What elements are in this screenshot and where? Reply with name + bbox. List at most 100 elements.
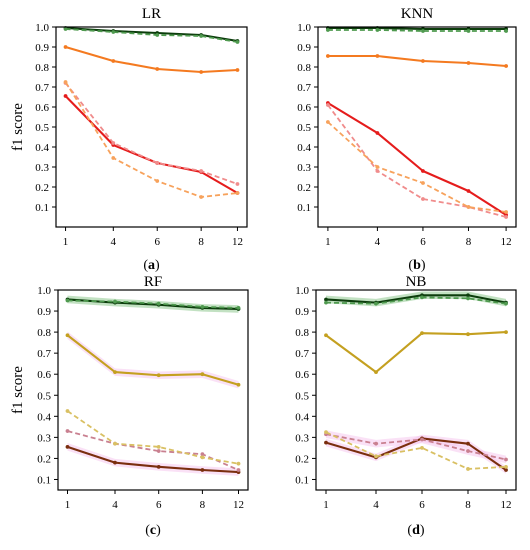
data-point [113,460,117,465]
data-point [155,161,160,165]
data-point [156,464,161,469]
y-tick-label: 0.4 [37,411,51,423]
data-point [199,34,204,38]
data-point [504,301,508,306]
data-point [326,54,330,58]
data-point [375,28,380,32]
data-point [420,331,424,336]
plot-frame [55,26,248,228]
x-tick-label: 12 [501,236,512,248]
data-point [156,444,161,449]
data-point [324,440,328,445]
data-point [199,169,204,173]
error-band-5 [326,430,506,464]
data-point [375,169,380,173]
data-point [155,67,160,71]
data-point [324,297,328,302]
data-point [466,449,470,453]
data-point [63,80,68,84]
x-tick-label: 6 [419,499,425,511]
y-axis-label: f1 score [10,103,26,151]
y-tick-label: 0.8 [35,62,49,74]
y-tick-label: 0.4 [297,142,311,154]
y-tick-label: 0.1 [37,474,51,486]
data-point [113,441,117,446]
data-point [236,382,241,387]
y-tick-label: 0.6 [37,369,51,381]
data-point [326,28,330,32]
chart-title: LR [142,6,161,22]
data-point [466,61,471,65]
y-tick-label: 0.7 [297,82,311,94]
data-point [235,191,240,195]
x-tick-label: 1 [65,499,71,511]
data-point [65,444,70,449]
y-tick-label: 0.9 [37,306,51,318]
x-tick-label: 1 [325,236,331,248]
data-point [156,449,161,453]
plot-frame [57,289,249,491]
y-tick-label: 1.0 [37,285,51,297]
data-point [63,94,68,98]
y-tick-label: 0.3 [37,432,51,444]
series-line-1 [327,26,507,31]
data-point [235,68,240,72]
data-point [326,120,330,124]
data-point [65,298,70,303]
data-point [111,30,116,34]
data-point [504,468,508,472]
data-point [374,301,378,306]
series-line-5 [67,430,239,471]
x-tick-label: 8 [200,499,206,511]
y-tick-label: 0.2 [295,453,309,465]
y-tick-label: 0.8 [37,327,51,339]
data-point [324,300,328,305]
y-tick-label: 0.1 [297,202,311,214]
data-point [236,468,241,472]
data-point [236,305,241,310]
data-point [374,454,378,459]
series-line-2 [327,29,507,32]
error-band-4 [326,434,506,474]
series-line-4 [327,102,507,216]
data-point [156,301,161,306]
y-tick-label: 0.7 [37,348,51,360]
chart-title: KNN [401,6,434,22]
data-point [504,64,508,68]
data-point [111,156,116,160]
data-point [466,332,470,337]
x-tick-label: 6 [154,236,160,248]
data-point [200,372,205,377]
data-point [200,455,205,460]
x-tick-label: 4 [375,236,381,248]
data-point [420,437,424,442]
y-tick-label: 0.8 [297,62,311,74]
y-tick-label: 0.4 [35,142,49,154]
y-tick-label: 0.3 [35,162,49,174]
chart-title: RF [144,274,162,290]
y-tick-label: 0.5 [37,390,51,402]
series-line-3 [327,54,507,68]
x-tick-label: 1 [323,499,329,511]
y-tick-label: 0.4 [295,411,309,423]
x-tick-label: 8 [466,236,472,248]
x-tick-label: 12 [501,499,512,511]
y-tick-label: 0.1 [35,202,49,214]
y-tick-label: 0.9 [297,42,311,54]
x-tick-label: 12 [232,236,243,248]
data-point [504,464,508,469]
y-tick-label: 0.3 [295,432,309,444]
y-tick-label: 1.0 [297,22,311,34]
data-point [421,59,425,63]
data-point [63,27,68,31]
data-point [466,29,471,33]
data-point [421,197,425,201]
data-point [199,195,204,199]
data-point [113,370,117,375]
x-tick-label: 8 [465,499,471,511]
data-point [375,165,380,169]
y-tick-label: 0.9 [35,42,49,54]
data-point [504,210,508,214]
data-point [200,468,205,472]
data-point [466,205,471,209]
